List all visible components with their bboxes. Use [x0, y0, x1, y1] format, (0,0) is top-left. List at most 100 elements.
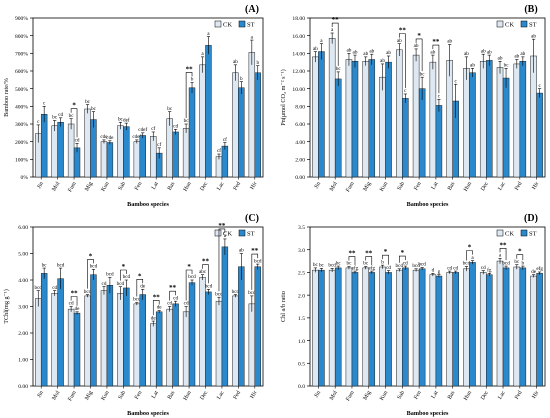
significance-bracket	[516, 254, 524, 261]
bar-st	[318, 51, 325, 178]
x-tick-label: Lat	[431, 181, 440, 191]
y-tick-label: 700%	[15, 52, 28, 58]
data-label-letter: cf	[217, 147, 221, 154]
significance-bracket	[185, 269, 193, 301]
data-label-letter: ab	[514, 54, 519, 60]
significance-marker: **	[365, 250, 373, 258]
significance-bracket	[152, 300, 160, 316]
x-axis-label: Bamboo species	[127, 201, 169, 208]
data-label-letter: bcd	[232, 289, 240, 295]
x-tick-label: Jin	[314, 181, 323, 190]
data-label-letter: bcd	[133, 297, 141, 303]
significance-bracket	[185, 72, 193, 118]
significance-bracket	[382, 254, 389, 265]
data-label-letter: bc	[346, 261, 352, 267]
data-label-letter: bc	[69, 113, 75, 119]
data-label-letter: ab	[386, 50, 391, 56]
data-label-letter: efg	[352, 264, 359, 271]
chart-panel-4: 0.0 0.5 1.0 1.5 2.0 2.5 3.0 3.5 Chl a/b ratio Bam…	[280, 213, 546, 417]
data-label-letter: cd	[447, 265, 452, 271]
y-tick-label: 900%	[15, 16, 28, 22]
data-label-letter: ab	[233, 59, 238, 65]
x-tick-label: Fum	[345, 181, 356, 194]
bar-ck	[117, 293, 124, 387]
data-label-letter: cd	[481, 265, 486, 271]
data-label-letter: d	[432, 268, 435, 274]
x-tick-label: Hun	[183, 181, 193, 193]
bar-ck	[100, 290, 108, 387]
data-label-letter: bcd	[90, 264, 98, 270]
data-label-letter: ab	[353, 49, 358, 55]
significance-marker: *	[518, 248, 522, 256]
significance-marker: *	[89, 252, 93, 260]
y-tick-label: 0.00	[18, 384, 28, 390]
data-label-letter: de	[157, 305, 163, 311]
bar-st	[536, 273, 543, 387]
data-label-letter: ab	[481, 48, 486, 54]
data-label-letter: c	[43, 101, 46, 107]
x-tick-label: Fen	[134, 181, 144, 192]
bar-ck	[396, 49, 403, 178]
legend-swatch-ck	[214, 20, 222, 28]
x-tick-label: Fum	[345, 390, 356, 403]
bar-st	[205, 45, 212, 178]
x-tick-label: Lat	[431, 390, 440, 400]
data-label-letter: bc	[514, 259, 520, 265]
data-label-letter: efg	[536, 265, 543, 272]
bar-st	[334, 78, 342, 178]
data-label-letter: bcd	[84, 289, 92, 295]
y-tick-label: 300%	[15, 122, 28, 128]
significance-marker: *	[122, 263, 126, 271]
significance-bracket	[218, 228, 226, 292]
bar-ck	[84, 108, 91, 178]
data-label-letter: ab	[498, 55, 503, 61]
data-label-letter: de	[75, 306, 81, 312]
bar-st	[106, 285, 114, 387]
legend-swatch-ck	[214, 229, 222, 237]
bar-ck	[150, 323, 157, 387]
legend-swatch-ck	[496, 229, 504, 237]
bar-ck	[312, 269, 319, 387]
data-label-letter: c	[438, 93, 441, 99]
bar-st	[139, 294, 146, 387]
bar-ck	[513, 266, 521, 387]
data-label-letter: g	[438, 269, 441, 275]
y-tick-label: 3.0	[298, 248, 305, 254]
data-label-letter: bc	[504, 63, 510, 69]
data-label-letter: a	[331, 27, 334, 33]
bar-st	[469, 72, 476, 178]
bar-st	[221, 246, 229, 387]
significance-bracket	[251, 253, 259, 290]
data-label-letter: bc	[363, 261, 369, 267]
x-tick-label: Hun	[463, 181, 473, 193]
x-tick-label: Jin	[36, 390, 45, 399]
data-label-letter: ab	[313, 46, 318, 52]
significance-bracket	[331, 22, 339, 66]
bar-ck	[199, 64, 206, 178]
data-label-letter: cf	[223, 136, 227, 143]
x-tick-label: Lat	[151, 390, 160, 400]
bar-ck	[51, 125, 58, 178]
y-tick-label: 1.5	[298, 316, 305, 322]
data-label-letter: bc	[167, 106, 173, 112]
significance-marker: **	[218, 222, 226, 230]
bar-st	[351, 61, 359, 178]
bar-st	[90, 274, 97, 387]
data-label-letter: b	[381, 259, 384, 265]
bar-ck	[215, 156, 223, 178]
panel-label: (D)	[524, 213, 538, 224]
bar-ck	[182, 311, 190, 387]
y-tick-label: 800%	[15, 34, 28, 40]
significance-bracket	[348, 256, 356, 266]
data-label-letter: bcd	[123, 274, 131, 280]
bar-ck	[362, 267, 370, 387]
bar-st	[139, 135, 146, 178]
x-axis-label: Bamboo species	[407, 201, 449, 208]
bar-ck	[67, 308, 75, 387]
legend-label-ck: CK	[223, 22, 232, 29]
bar-ck	[182, 128, 190, 178]
data-label-letter: bcd	[215, 291, 223, 297]
y-tick-label: 6.00	[18, 225, 28, 231]
bar-ck	[67, 123, 75, 178]
bar-ck	[215, 300, 223, 387]
